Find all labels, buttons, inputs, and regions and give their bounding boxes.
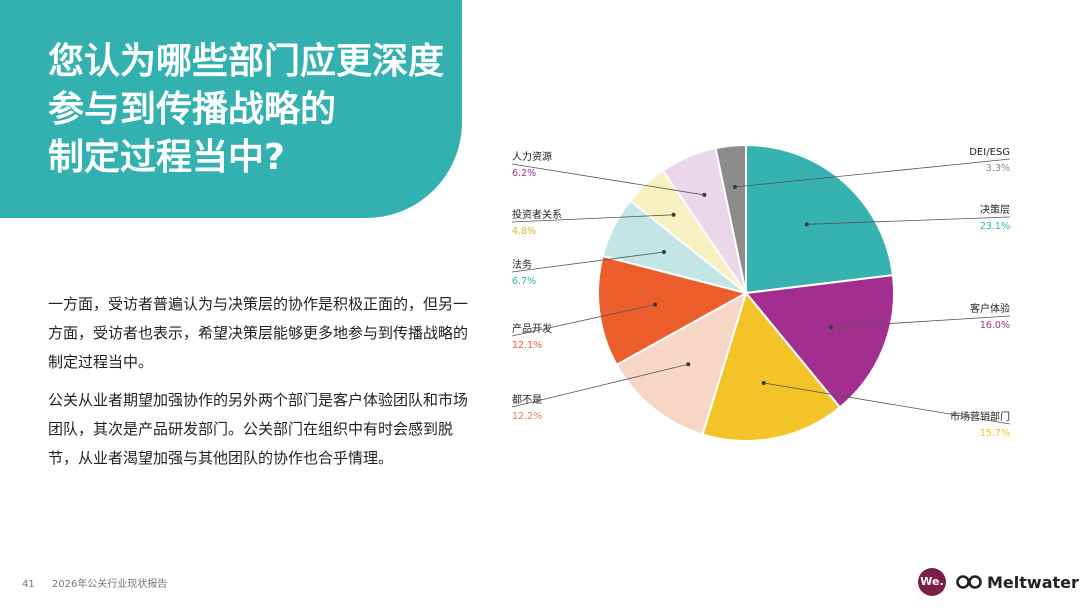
slice-value-label: 3.3% xyxy=(986,163,1010,174)
title-banner: 您认为哪些部门应更深度 参与到传播战略的 制定过程当中? xyxy=(0,0,462,218)
leader-line xyxy=(511,304,656,337)
title-line-1: 您认为哪些部门应更深度 xyxy=(48,41,445,82)
slice-label: 人力资源 xyxy=(512,150,552,163)
slice-value-label: 12.2% xyxy=(512,411,542,422)
pie-slice xyxy=(744,274,895,409)
meltwater-wordmark: Meltwater xyxy=(987,572,1079,592)
title-line-2: 参与到传播战略的 xyxy=(48,89,337,130)
slice-label: DEI/ESG xyxy=(969,147,1010,158)
meltwater-logo: Meltwater xyxy=(956,570,1079,594)
leader-line xyxy=(763,382,1011,425)
leader-line xyxy=(511,363,689,408)
leader-line xyxy=(511,251,664,273)
slice-label: 产品开发 xyxy=(512,322,552,335)
slice-value-label: 16.0% xyxy=(980,320,1010,331)
pie-slice xyxy=(597,254,749,367)
page-number: 41 xyxy=(22,579,35,590)
pie-slice xyxy=(615,290,748,436)
slice-value-label: 12.1% xyxy=(512,340,542,351)
slice-value-label: 6.7% xyxy=(512,276,536,287)
leader-line xyxy=(734,158,1011,188)
body-paragraph-2: 公关从业者期望加强协作的另外两个部门是客户体验团队和市场团队，其次是产品研发部门… xyxy=(48,391,469,467)
slice-label: 投资者关系 xyxy=(512,208,562,221)
slice-value-label: 23.1% xyxy=(980,221,1010,232)
pie-slice xyxy=(714,143,747,294)
leader-line xyxy=(806,216,1011,225)
pie-slice xyxy=(745,143,895,295)
pie-slice xyxy=(701,290,842,442)
slice-value-label: 15.7% xyxy=(980,428,1010,439)
leader-line xyxy=(511,163,705,196)
slice-label: 都不是 xyxy=(512,394,542,406)
leader-line xyxy=(831,315,1011,328)
slice-label: 客户体验 xyxy=(970,302,1010,315)
we-logo: We. xyxy=(918,568,946,596)
slice-label: 市场营销部门 xyxy=(950,410,1010,423)
slice-label: 法务 xyxy=(512,258,532,271)
body-text: 一方面，受访者普遍认为与决策层的协作是积极正面的，但另一方面，受访者也表示，希望… xyxy=(48,290,468,482)
body-paragraph-1: 一方面，受访者普遍认为与决策层的协作是积极正面的，但另一方面，受访者也表示，希望… xyxy=(48,295,469,371)
slice-value-label: 4.8% xyxy=(512,226,536,237)
slice-value-label: 6.2% xyxy=(512,168,536,179)
report-name: 2026年公关行业现状报告 xyxy=(51,579,168,590)
footer: 41 2026年公关行业现状报告 xyxy=(22,575,167,590)
leader-line xyxy=(511,214,674,223)
slice-label: 决策层 xyxy=(980,203,1010,216)
title-line-3: 制定过程当中? xyxy=(48,137,285,178)
page-title: 您认为哪些部门应更深度 参与到传播战略的 制定过程当中? xyxy=(48,38,458,182)
meltwater-icon xyxy=(956,575,982,589)
